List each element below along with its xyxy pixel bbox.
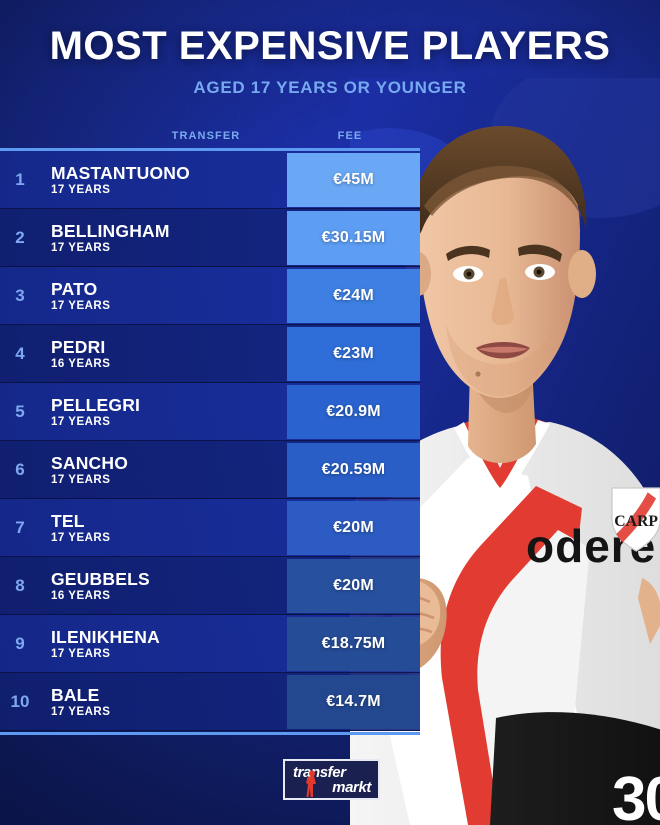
rank-number: 6: [15, 460, 25, 479]
page-subtitle: AGED 17 YEARS OR YOUNGER: [193, 78, 467, 97]
fee-value: €20M: [333, 519, 374, 536]
fee-value: €20.9M: [326, 403, 381, 420]
player-age: 16 YEARS: [51, 590, 111, 603]
rank-number: 3: [15, 286, 25, 305]
svg-text:CARP: CARP: [614, 513, 658, 530]
player-name: BALE: [51, 684, 100, 705]
logo-runner-icon: [306, 770, 316, 797]
player-age: 17 YEARS: [51, 648, 111, 661]
player-name: GEUBBELS: [51, 568, 150, 589]
player-cell: GEUBBELS 16 YEARS: [40, 568, 302, 603]
fee-value: €30.15M: [321, 229, 386, 246]
fee-cell: €20.59M: [287, 443, 420, 497]
rank-number: 7: [15, 518, 25, 537]
player-cell: PELLEGRI 17 YEARS: [40, 394, 302, 429]
fee-value: €20.59M: [321, 461, 386, 478]
rank-number: 1: [15, 170, 25, 189]
fee-cell: €20M: [287, 559, 420, 613]
player-name: PELLEGRI: [51, 394, 141, 415]
page-title: MOST EXPENSIVE PLAYERS: [49, 24, 611, 68]
player-age: 17 YEARS: [51, 706, 111, 719]
fee-cell: €23M: [287, 327, 420, 381]
player-cell: SANCHO 17 YEARS: [40, 452, 302, 487]
column-headers: TRANSFER FEE: [0, 130, 420, 148]
player-age: 17 YEARS: [51, 416, 111, 429]
player-cell: BELLINGHAM 17 YEARS: [40, 220, 302, 255]
rank-number: 9: [15, 634, 25, 653]
fee-value: €20M: [333, 577, 374, 594]
player-name: ILENIKHENA: [51, 626, 160, 647]
player-cell: MASTANTUONO 17 YEARS: [40, 162, 302, 197]
fee-value: €23M: [333, 345, 374, 362]
player-cell: ILENIKHENA 17 YEARS: [40, 626, 302, 661]
transfermarkt-logo: transfer markt: [283, 759, 380, 800]
fee-cell: €14.7M: [287, 675, 420, 729]
logo-text-transfer: transfer: [293, 763, 346, 781]
rank-number: 2: [15, 228, 25, 247]
rank-number: 4: [15, 344, 25, 363]
fee-value: €18.75M: [321, 635, 386, 652]
player-age: 17 YEARS: [51, 184, 111, 197]
player-cell: BALE 17 YEARS: [40, 684, 302, 719]
player-age: 17 YEARS: [51, 242, 111, 255]
logo-text-markt: markt: [332, 778, 371, 796]
player-name: MASTANTUONO: [51, 162, 190, 183]
table-row[interactable]: 5 PELLEGRI 17 YEARS €20.9M: [0, 383, 420, 441]
fee-cell: €30.15M: [287, 211, 420, 265]
player-name: PEDRI: [51, 336, 106, 357]
fee-cell: €18.75M: [287, 617, 420, 671]
player-cell: TEL 17 YEARS: [40, 510, 302, 545]
table-bottom-rule: [0, 732, 420, 735]
column-header-transfer: TRANSFER: [171, 130, 241, 142]
fee-cell: €20M: [287, 501, 420, 555]
fee-value: €45M: [333, 171, 374, 188]
player-age: 16 YEARS: [51, 358, 111, 371]
fee-value: €24M: [333, 287, 374, 304]
player-age: 17 YEARS: [51, 300, 111, 313]
header: MOST EXPENSIVE PLAYERS AGED 17 YEARS OR …: [0, 0, 660, 98]
rank-number: 10: [10, 692, 30, 711]
player-cell: PATO 17 YEARS: [40, 278, 302, 313]
rank-number: 8: [15, 576, 25, 595]
player-age: 17 YEARS: [51, 474, 111, 487]
rank-number: 5: [15, 402, 25, 421]
player-age: 17 YEARS: [51, 532, 111, 545]
svg-text:30: 30: [612, 765, 660, 825]
fee-cell: €20.9M: [287, 385, 420, 439]
table-top-rule: [0, 148, 420, 151]
player-name: PATO: [51, 278, 98, 299]
column-header-fee: FEE: [337, 130, 363, 142]
fee-value: €14.7M: [326, 693, 381, 710]
player-name: SANCHO: [51, 452, 129, 473]
fee-cell: €45M: [287, 153, 420, 207]
player-cell: PEDRI 16 YEARS: [40, 336, 302, 371]
player-name: TEL: [51, 510, 85, 531]
player-name: BELLINGHAM: [51, 220, 170, 241]
fee-cell: €24M: [287, 269, 420, 323]
